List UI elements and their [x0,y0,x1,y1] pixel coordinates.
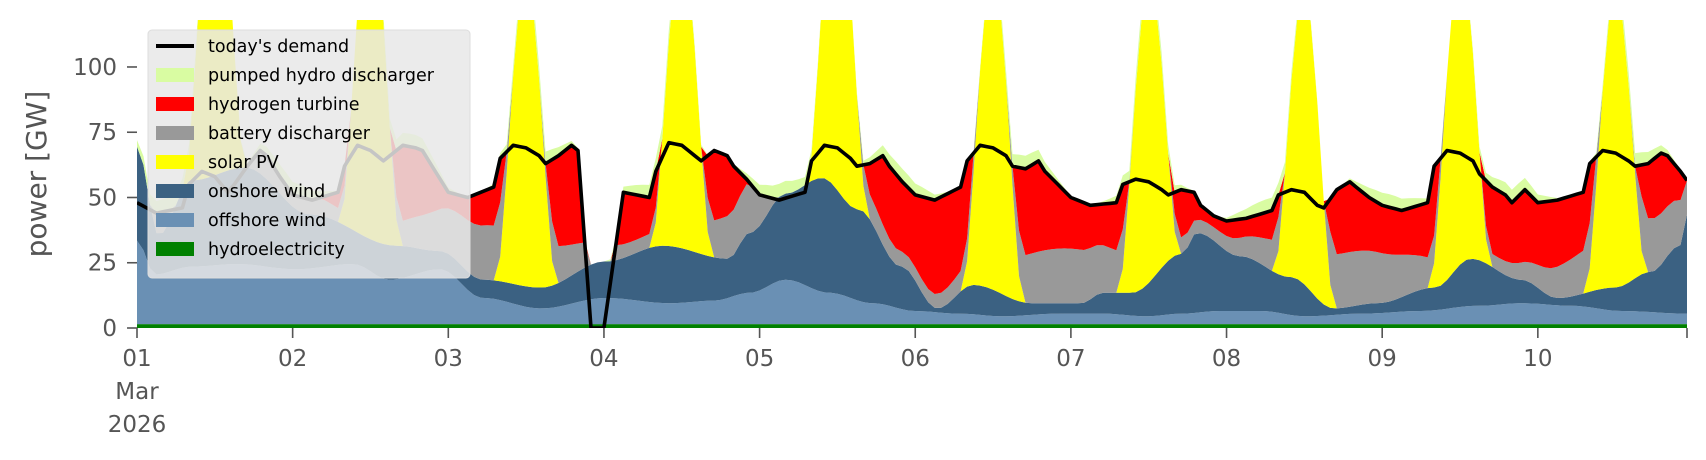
stacked-areas [137,20,1687,328]
legend-swatch-battery-discharger [156,126,194,140]
x-axis: 01 Mar 2026 02 03 04 05 06 07 08 09 10 [108,328,1688,438]
x-tick-label: 06 [901,346,930,372]
area-battery-discharger [137,20,1687,309]
x-tick-label: 09 [1368,346,1397,372]
area-hydrogen-turbine [137,20,1687,294]
legend-swatch-offshore-wind [156,213,194,227]
y-tick-label: 0 [102,316,117,342]
x-tick-label: 04 [589,346,618,372]
legend-label-onshore-wind: onshore wind [208,182,325,202]
area-onshore-wind [137,146,1687,317]
x-tick-label: 07 [1056,346,1085,372]
legend-swatch-solar-pv [156,155,194,169]
x-tick-month-label: Mar [115,379,159,405]
legend-box [147,29,471,279]
y-axis: 0 25 50 75 100 [73,55,137,342]
x-tick-label: 03 [434,346,463,372]
legend-label-battery-discharger: battery discharger [208,124,371,144]
x-tick-label: 05 [745,346,774,372]
area-offshore-wind [137,240,1687,325]
legend: today's demand pumped hydro discharger hyd… [147,29,471,279]
y-tick-label: 50 [88,185,117,211]
x-tick-year-label: 2026 [108,412,167,438]
legend-label-solar-pv: solar PV [208,153,279,173]
x-tick-label: 10 [1523,346,1552,372]
y-tick-label: 75 [88,120,117,146]
legend-swatch-hydrogen-turbine [156,97,194,111]
legend-swatch-hydroelectricity [156,242,194,256]
legend-swatch-onshore-wind [156,184,194,198]
legend-swatch-pumped-hydro-discharger [156,68,194,82]
legend-label-hydroelectricity: hydroelectricity [208,240,345,260]
area-hydroelectricity [137,324,1687,328]
legend-label-offshore-wind: offshore wind [208,211,326,231]
x-tick-label: 01 [122,346,151,372]
area-solar-pv [137,20,1687,309]
legend-label-today-s-demand: today's demand [208,37,349,57]
x-tick-label: 02 [278,346,307,372]
y-tick-label: 100 [73,55,117,81]
y-tick-label: 25 [88,251,117,277]
legend-label-hydrogen-turbine: hydrogen turbine [208,95,360,115]
y-axis-label: power [GW] [20,91,53,258]
legend-label-pumped-hydro-discharger: pumped hydro discharger [208,66,435,86]
x-tick-label: 08 [1212,346,1241,372]
